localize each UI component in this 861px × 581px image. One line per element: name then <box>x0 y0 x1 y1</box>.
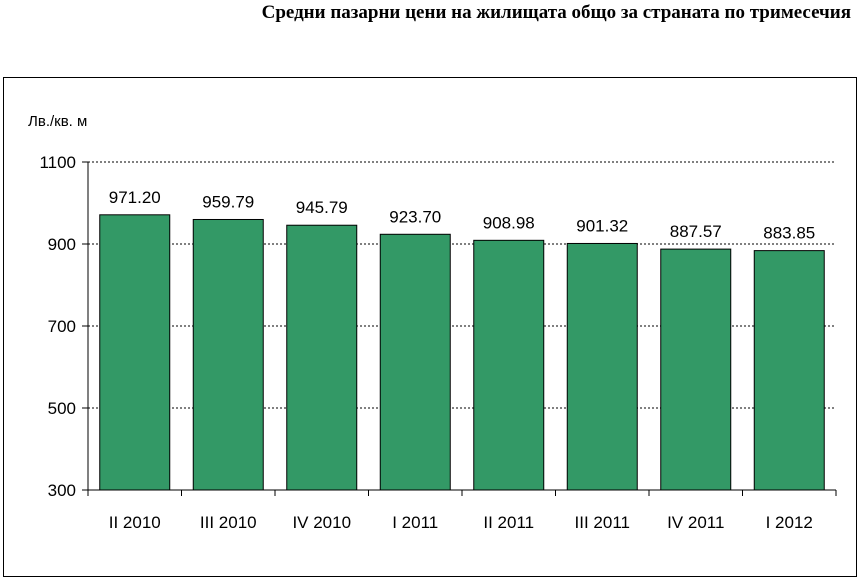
y-tick-label: 500 <box>48 399 76 418</box>
labels: 300 500 700 900 1100 971.20 II 2010 959.79 III 2… <box>39 153 815 532</box>
x-tick-label: I 2012 <box>766 513 813 532</box>
y-tick-label: 1100 <box>39 153 76 172</box>
axes <box>82 161 837 496</box>
x-tick-label: II 2010 <box>109 513 161 532</box>
x-tick-label: III 2011 <box>575 513 630 532</box>
bar-chart: Лв./кв. м 300 500 700 900 1100 971.20 II 2010 9… <box>28 113 837 532</box>
bar <box>99 214 171 491</box>
data-label: 923.70 <box>389 207 441 226</box>
data-label: 901.32 <box>576 216 628 235</box>
bar <box>566 242 638 491</box>
bar <box>379 233 451 491</box>
data-label: 887.57 <box>670 222 722 241</box>
y-axis-label: Лв./кв. м <box>28 113 87 130</box>
data-label: 945.79 <box>296 198 348 217</box>
chart-frame: Лв./кв. м 300 500 700 900 1100 971.20 II 2010 9… <box>3 77 857 577</box>
x-tick-label: I 2011 <box>392 513 438 532</box>
x-tick-label: II 2011 <box>483 513 534 532</box>
data-label: 883.85 <box>763 224 815 243</box>
x-tick-label: III 2010 <box>200 513 257 532</box>
bars <box>99 214 825 491</box>
bar <box>753 250 825 491</box>
bar <box>660 248 732 491</box>
bar <box>473 239 545 491</box>
page-title: Средни пазарни цени на жилищата общо за … <box>261 2 851 23</box>
x-tick-label: IV 2010 <box>292 513 351 532</box>
x-tick-label: IV 2011 <box>667 513 724 532</box>
y-tick-label: 700 <box>48 317 76 336</box>
data-label: 908.98 <box>483 213 535 232</box>
y-tick-label: 300 <box>48 481 76 500</box>
y-tick-label: 900 <box>48 235 76 254</box>
data-label: 959.79 <box>202 192 254 211</box>
bar <box>192 218 264 491</box>
bar <box>286 224 358 491</box>
data-label: 971.20 <box>109 188 161 207</box>
